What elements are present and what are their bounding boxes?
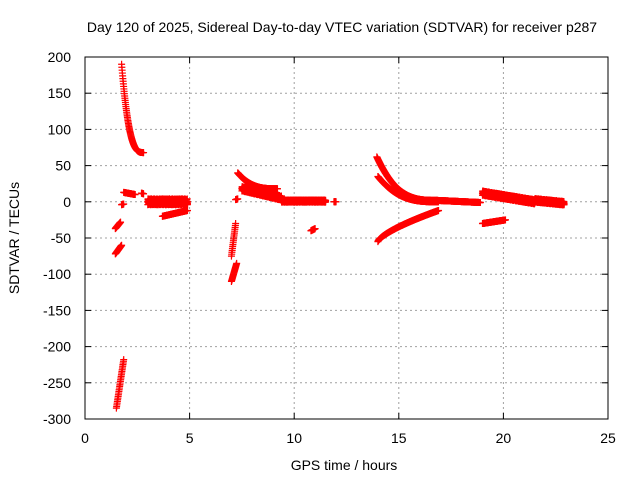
x-tick-label: 5 xyxy=(186,430,194,446)
data-point xyxy=(117,218,125,226)
y-tick-label: 50 xyxy=(55,158,71,174)
x-tick-label: 15 xyxy=(391,430,407,446)
y-tick-label: 200 xyxy=(48,49,72,65)
x-axis-label: GPS time / hours xyxy=(291,457,398,473)
data-point xyxy=(140,149,148,157)
axis-ticks xyxy=(84,56,609,420)
data-point xyxy=(233,259,241,267)
y-tick-label: -100 xyxy=(43,266,71,282)
data-points xyxy=(111,60,568,412)
y-tick-label: -50 xyxy=(51,230,71,246)
y-tick-label: -200 xyxy=(43,339,71,355)
data-point xyxy=(120,200,128,208)
data-point xyxy=(131,191,139,199)
data-point xyxy=(184,199,192,207)
x-tick-label: 0 xyxy=(81,430,89,446)
data-point xyxy=(184,206,192,214)
y-tick-label: -250 xyxy=(43,375,71,391)
data-point xyxy=(273,185,281,193)
x-tick-label: 25 xyxy=(600,430,616,446)
data-point xyxy=(120,356,128,364)
chart-title: Day 120 of 2025, Sidereal Day-to-day VTE… xyxy=(87,19,597,35)
data-point xyxy=(140,190,148,198)
y-tick-label: 150 xyxy=(48,85,72,101)
y-tick-label: -300 xyxy=(43,411,71,427)
x-tick-label: 20 xyxy=(496,430,512,446)
data-point xyxy=(232,220,240,228)
y-tick-label: 100 xyxy=(48,121,72,137)
y-tick-label: 0 xyxy=(63,194,71,210)
y-tick-labels: -300 -250 -200 -150 -100 -50 0 50 100 150 200 xyxy=(43,49,71,427)
grid-lines xyxy=(85,57,608,419)
y-tick-label: -150 xyxy=(43,302,71,318)
y-axis-label: SDTVAR / TECUs xyxy=(6,182,22,294)
x-tick-labels: 0 5 10 15 20 25 xyxy=(81,430,616,446)
data-point xyxy=(118,241,126,249)
x-tick-label: 10 xyxy=(286,430,302,446)
data-point xyxy=(234,195,242,203)
